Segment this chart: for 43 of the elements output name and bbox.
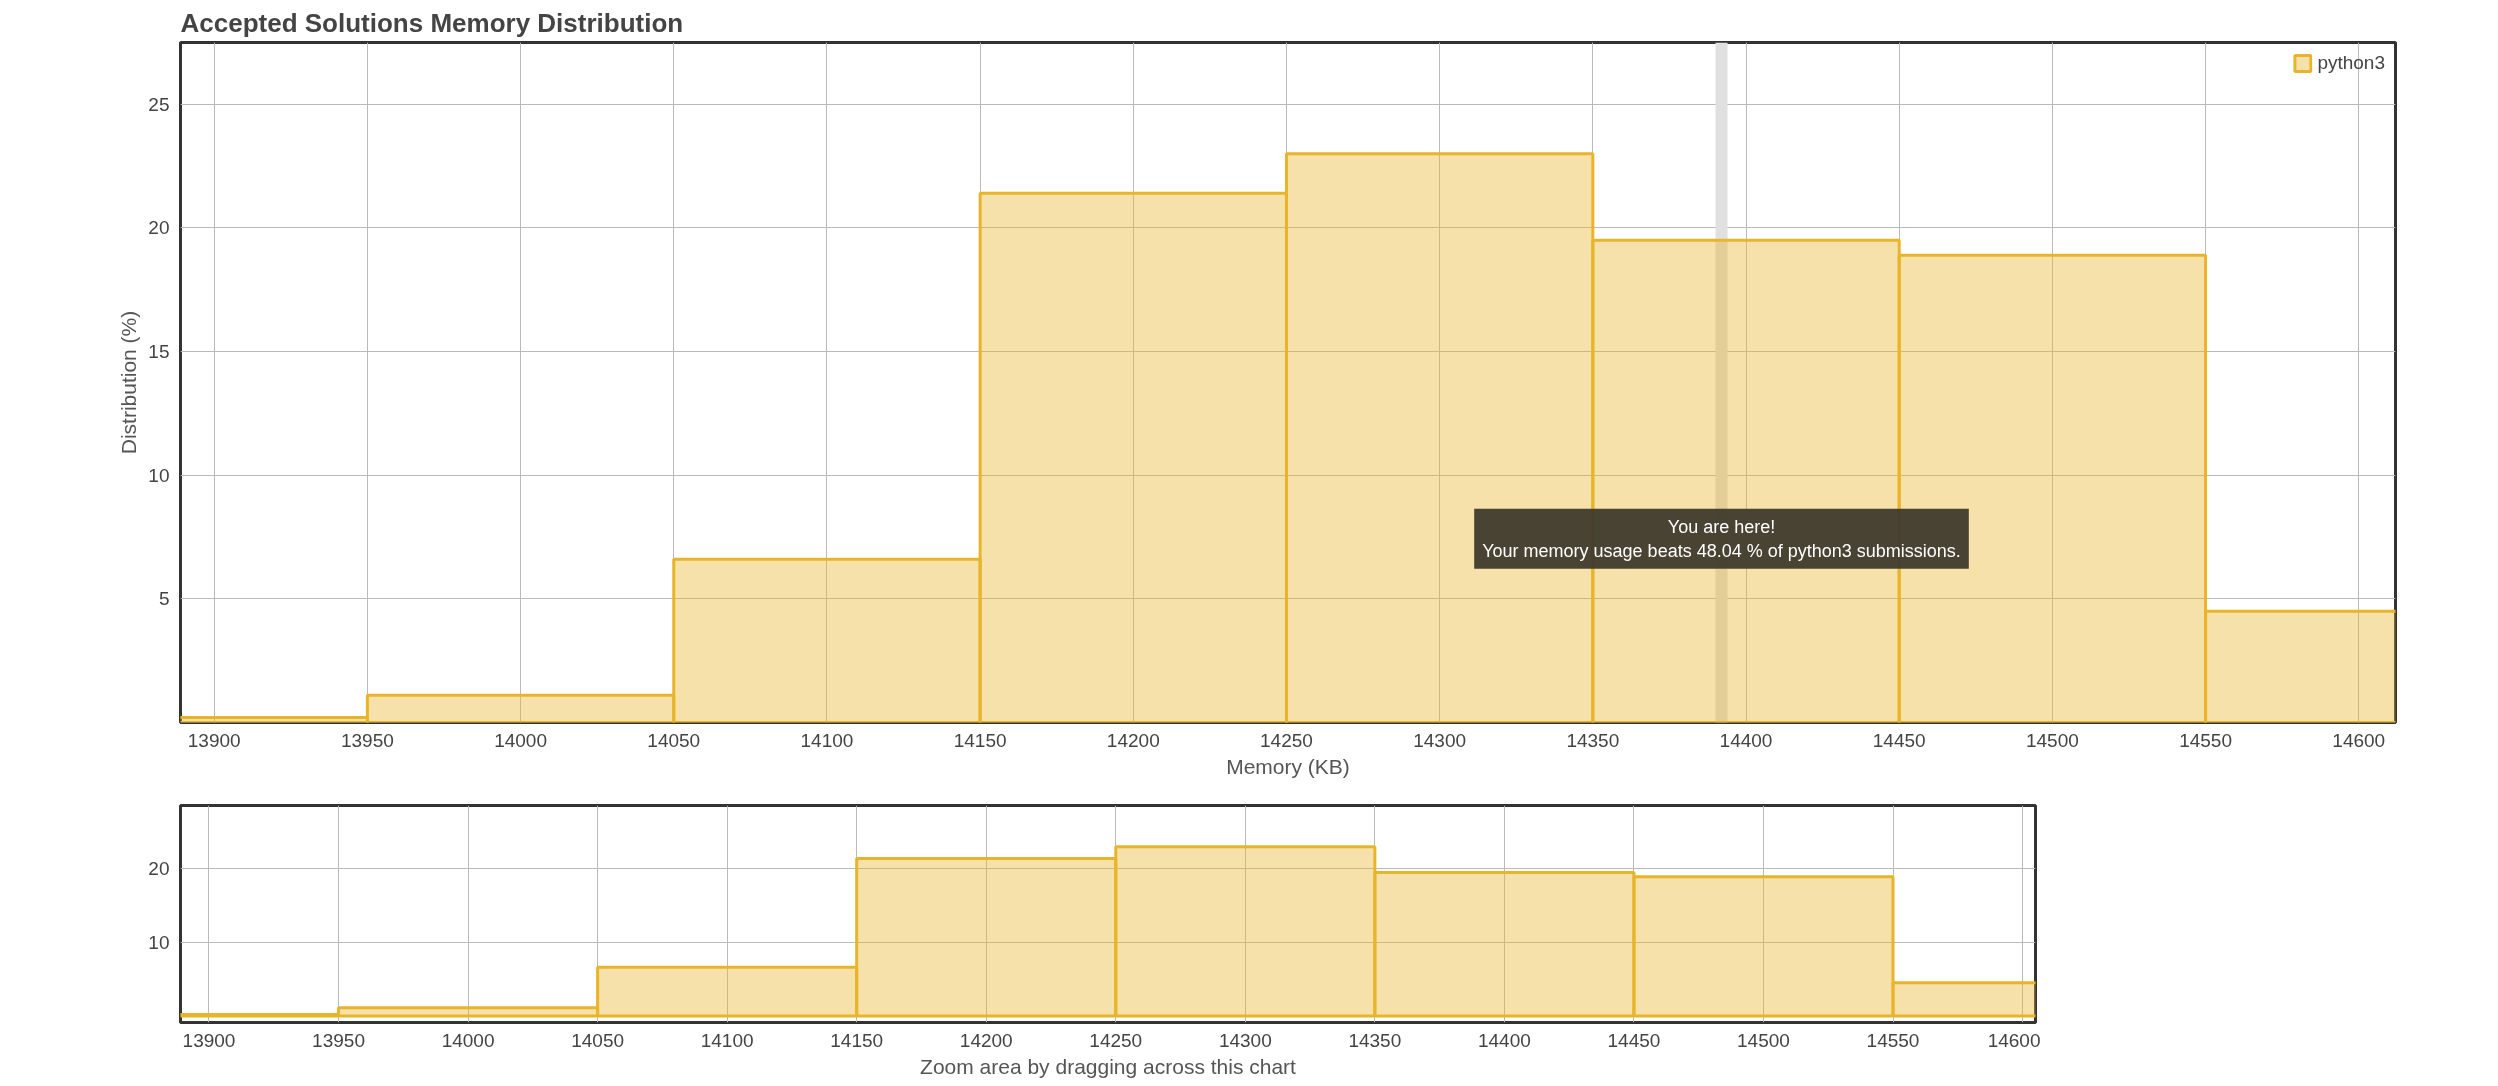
x-tick-label: 14500	[2025, 729, 2079, 751]
legend-label: python3	[2317, 52, 2385, 74]
y-tick-label: 25	[148, 93, 170, 115]
x-tick-label: 14050	[647, 729, 701, 751]
x-tick-label: 14100	[800, 729, 854, 751]
x-axis-title: Memory (KB)	[1226, 754, 1350, 778]
x-tick-label: 14350	[1348, 1029, 1402, 1051]
y-tick-label: 10	[148, 931, 170, 953]
x-tick-label: 13900	[187, 729, 241, 751]
x-tick-label: 13900	[182, 1029, 236, 1051]
x-tick-label: 14450	[1872, 729, 1926, 751]
y-axis-title: Distribution (%)	[117, 310, 141, 455]
annotation: You are here! Your memory usage beats 48.04 % of python3 submissions.	[1482, 516, 1961, 561]
y-tick-label: 5	[158, 588, 170, 610]
chart-title: Accepted Solutions Memory Distribution	[180, 7, 684, 38]
x-tick-label: 14050	[571, 1029, 625, 1051]
x-tick-label: 14600	[2332, 729, 2386, 751]
x-tick-label: 14300	[1218, 1029, 1272, 1051]
x-tick-label: 14300	[1413, 729, 1467, 751]
y-tick-label: 20	[148, 858, 170, 880]
x-tick-label: 14500	[1737, 1029, 1790, 1051]
x-tick-label: 13950	[312, 1029, 365, 1051]
y-tick-label: 15	[148, 341, 170, 363]
x-tick-label: 14000	[441, 1029, 495, 1051]
x-tick-label: 14250	[1089, 1029, 1143, 1051]
x-tick-label: 14150	[953, 729, 1007, 751]
y-tick-label: 10	[148, 464, 170, 486]
x-tick-label: 14450	[1607, 1029, 1661, 1051]
y-tick-label: 20	[148, 217, 170, 239]
x-tick-label: 14150	[830, 1029, 884, 1051]
x-tick-label: 14400	[1477, 1029, 1531, 1051]
x-axis-title: Zoom area by dragging across this chart	[920, 1054, 1297, 1078]
x-tick-label: 14000	[494, 729, 547, 751]
x-tick-label: 14100	[700, 1029, 754, 1051]
x-tick-label: 14350	[1566, 729, 1620, 751]
x-tick-label: 14200	[1106, 729, 1160, 751]
x-tick-label: 14600	[1987, 1029, 2041, 1051]
x-tick-label: 14550	[1866, 1029, 1920, 1051]
x-tick-label: 14550	[2179, 729, 2232, 751]
x-tick-label: 13950	[340, 729, 394, 751]
x-tick-label: 14400	[1719, 729, 1773, 751]
x-tick-label: 14200	[959, 1029, 1013, 1051]
x-tick-label: 14250	[1260, 729, 1313, 751]
